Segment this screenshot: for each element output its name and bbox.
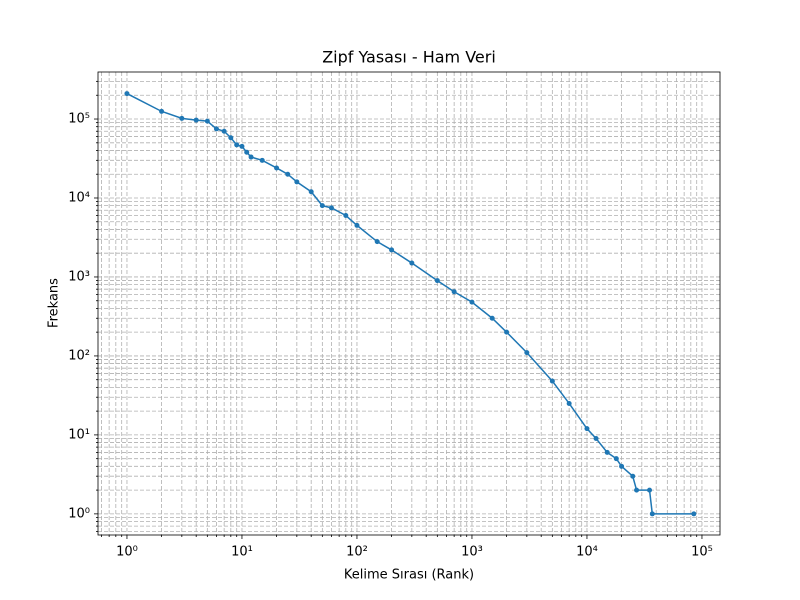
x-tick-label: 10⁵	[691, 545, 713, 560]
data-point	[647, 487, 653, 493]
data-point	[239, 143, 245, 149]
x-tick-label: 10³	[461, 545, 483, 560]
y-tick-label: 10²	[68, 348, 90, 363]
y-tick-label: 10¹	[68, 427, 90, 442]
y-tick-label: 10⁵	[68, 112, 90, 127]
data-point	[354, 222, 360, 228]
data-point	[524, 350, 530, 356]
data-point	[228, 135, 234, 141]
data-point	[593, 436, 599, 442]
x-tick-label: 10¹	[231, 545, 253, 560]
x-axis-label: Kelime Sırası (Rank)	[344, 568, 474, 583]
data-point	[489, 315, 495, 321]
data-point	[630, 473, 636, 479]
plot-frame	[97, 71, 721, 536]
data-point	[389, 247, 395, 253]
y-tick-label: 10³	[68, 269, 90, 284]
data-point	[308, 189, 314, 195]
data-point	[451, 289, 457, 295]
data-point	[213, 126, 219, 132]
data-point	[604, 449, 610, 455]
data-point	[248, 154, 254, 160]
data-point	[294, 179, 300, 185]
x-tick-label: 10⁰	[116, 545, 138, 560]
data-point	[634, 487, 640, 493]
y-axis-label: Frekans	[47, 278, 62, 328]
y-tick-label: 10⁰	[68, 506, 90, 521]
data-point	[204, 118, 210, 124]
data-point	[285, 171, 291, 177]
data-point	[343, 213, 349, 219]
data-point	[434, 278, 440, 284]
data-point	[619, 463, 625, 469]
data-point	[319, 203, 325, 209]
data-point	[274, 165, 280, 171]
data-point	[469, 299, 475, 305]
data-point	[159, 108, 165, 114]
data-point	[649, 511, 655, 517]
data-point	[234, 142, 240, 148]
chart-title: Zipf Yasası - Ham Veri	[322, 48, 496, 67]
data-point	[504, 329, 510, 335]
data-point	[221, 128, 227, 134]
data-point	[584, 426, 590, 432]
data-point	[613, 456, 619, 462]
data-point	[193, 117, 199, 123]
y-tick-label: 10⁴	[68, 190, 90, 205]
data-point	[179, 115, 185, 121]
data-point	[328, 205, 334, 211]
x-tick-label: 10⁴	[576, 545, 598, 560]
data-point	[691, 511, 697, 517]
data-point	[124, 91, 130, 97]
x-tick-label: 10²	[346, 545, 368, 560]
data-point	[549, 378, 555, 384]
data-point	[244, 149, 250, 155]
data-point	[409, 260, 415, 266]
data-point	[259, 157, 265, 163]
data-point	[566, 400, 572, 406]
data-point	[374, 239, 380, 245]
